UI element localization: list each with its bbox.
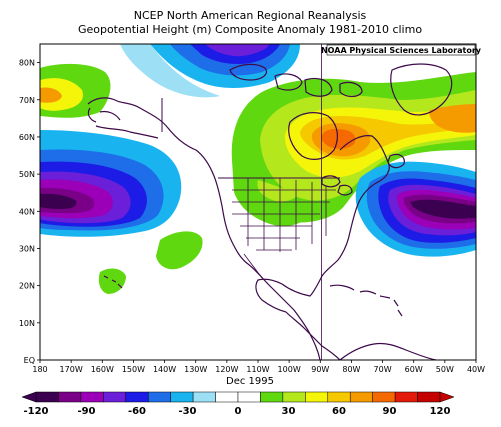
colorbar-swatch: [170, 391, 194, 403]
lon-label: 50W: [436, 365, 454, 374]
lon-label: 120W: [215, 365, 238, 374]
colorbar-swatch: [80, 391, 104, 403]
colorbar-tick-label: 120: [430, 406, 451, 417]
colorbar-ticks: -120 -90 -60 -30 0 30 60 90 120: [23, 406, 450, 417]
colorbar-swatch: [260, 391, 284, 403]
lon-label: 60W: [405, 365, 423, 374]
colorbar-max-arrow: [439, 391, 455, 403]
lat-label: 70N: [19, 96, 35, 105]
lon-label: 170W: [60, 365, 83, 374]
colorbar-tick-label: -30: [178, 406, 196, 417]
colorbar-swatch: [237, 391, 261, 403]
coastlines: [87, 63, 453, 360]
colorbar-swatch: [327, 391, 351, 403]
lon-label: 150W: [122, 365, 145, 374]
lon-label: 180: [32, 365, 47, 374]
lat-label: 30N: [19, 244, 35, 253]
lat-label: 40N: [19, 207, 35, 216]
lat-label: 80N: [19, 59, 35, 68]
credit-box: NOAA Physical Sciences Laboratory: [321, 44, 482, 56]
lat-label: 10N: [19, 319, 35, 328]
colorbar-swatch: [305, 391, 329, 403]
lon-label: 100W: [278, 365, 301, 374]
lat-label: 20N: [19, 282, 35, 291]
longitude-axis: 180 170W 160W 150W 140W 130W 120W 110W 100W 90W 80…: [32, 360, 485, 374]
colorbar-swatch: [103, 391, 127, 403]
colorbar-swatch: [282, 391, 306, 403]
colorbar-swatch: [394, 391, 418, 403]
lon-label: 160W: [91, 365, 114, 374]
title-line-1: NCEP North American Regional Reanalysis: [134, 9, 367, 22]
lon-label: 40W: [467, 365, 485, 374]
colorbar-swatch: [349, 391, 373, 403]
lat-label: 60N: [19, 133, 35, 142]
colorbar-tick-label: -120: [23, 406, 48, 417]
colorbar-swatch: [147, 391, 171, 403]
lon-label: 130W: [184, 365, 207, 374]
colorbar-tick-label: 0: [235, 406, 242, 417]
colorbar-min-arrow: [21, 391, 37, 403]
colorbar: [21, 391, 455, 403]
colorbar-tick-label: 60: [332, 406, 346, 417]
lat-label: EQ: [24, 356, 35, 365]
colorbar-swatch: [58, 391, 82, 403]
colorbar-tick-label: 90: [383, 406, 397, 417]
title-line-2: Geopotential Height (m) Composite Anomal…: [78, 23, 422, 36]
lon-label: 80W: [342, 365, 360, 374]
date-label: Dec 1995: [226, 376, 274, 387]
colorbar-tick-label: -90: [77, 406, 95, 417]
colorbar-swatch: [192, 391, 216, 403]
colorbar-swatch: [125, 391, 149, 403]
latitude-axis: 80N 70N 60N 50N 40N 30N 20N 10N EQ: [19, 59, 40, 365]
lon-label: 90W: [311, 365, 329, 374]
credit-text: NOAA Physical Sciences Laboratory: [321, 46, 482, 55]
colorbar-swatch: [372, 391, 396, 403]
map-panel: [40, 44, 476, 360]
lon-label: 140W: [153, 365, 176, 374]
colorbar-swatch: [35, 391, 59, 403]
colorbar-tick-label: 30: [282, 406, 296, 417]
colorbar-tick-label: -60: [128, 406, 146, 417]
anomaly-shading: [40, 44, 476, 294]
lon-label: 110W: [246, 365, 269, 374]
lat-label: 50N: [19, 170, 35, 179]
colorbar-swatch: [215, 391, 239, 403]
lon-label: 70W: [374, 365, 392, 374]
colorbar-swatch: [417, 391, 441, 403]
